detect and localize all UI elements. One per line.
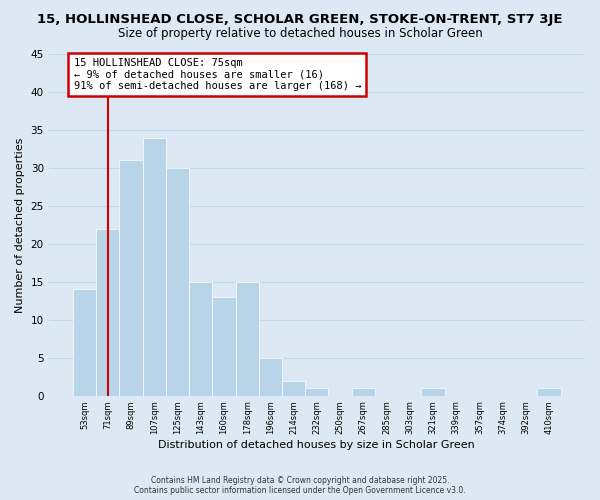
Bar bbox=[259, 358, 282, 396]
Y-axis label: Number of detached properties: Number of detached properties bbox=[15, 137, 25, 312]
Bar bbox=[236, 282, 259, 396]
Text: 15, HOLLINSHEAD CLOSE, SCHOLAR GREEN, STOKE-ON-TRENT, ST7 3JE: 15, HOLLINSHEAD CLOSE, SCHOLAR GREEN, ST… bbox=[37, 12, 563, 26]
Text: 15 HOLLINSHEAD CLOSE: 75sqm
← 9% of detached houses are smaller (16)
91% of semi: 15 HOLLINSHEAD CLOSE: 75sqm ← 9% of deta… bbox=[74, 58, 361, 91]
Bar bbox=[96, 228, 119, 396]
Bar bbox=[166, 168, 189, 396]
Bar bbox=[73, 290, 96, 396]
Text: Contains HM Land Registry data © Crown copyright and database right 2025.
Contai: Contains HM Land Registry data © Crown c… bbox=[134, 476, 466, 495]
Bar bbox=[189, 282, 212, 396]
Bar bbox=[421, 388, 445, 396]
Bar bbox=[538, 388, 560, 396]
Bar bbox=[119, 160, 143, 396]
Bar bbox=[352, 388, 375, 396]
X-axis label: Distribution of detached houses by size in Scholar Green: Distribution of detached houses by size … bbox=[158, 440, 475, 450]
Bar bbox=[282, 380, 305, 396]
Bar bbox=[305, 388, 328, 396]
Bar bbox=[212, 297, 236, 396]
Text: Size of property relative to detached houses in Scholar Green: Size of property relative to detached ho… bbox=[118, 28, 482, 40]
Bar bbox=[143, 138, 166, 396]
